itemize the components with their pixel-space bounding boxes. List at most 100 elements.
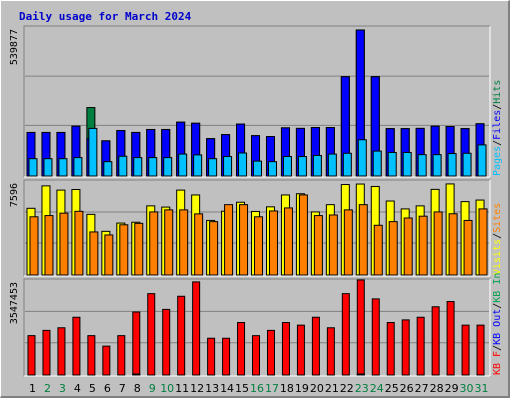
bar-kb-f: [386, 322, 395, 376]
bar-pages: [282, 156, 292, 177]
day-label: 27: [415, 382, 429, 395]
bar-pages: [238, 152, 248, 177]
bar-sites: [44, 215, 54, 276]
bar-sites: [89, 231, 99, 276]
day-label: 12: [190, 382, 204, 395]
day-label: 1: [29, 382, 36, 395]
legend-entry: /: [492, 104, 503, 110]
day-label: 17: [265, 382, 279, 395]
bar-kb-in: [132, 373, 141, 376]
bar-kb-f: [57, 327, 66, 376]
bar-sites: [119, 224, 129, 276]
bar-sites: [343, 209, 353, 276]
bar-pages: [402, 151, 412, 177]
day-label: 28: [430, 382, 444, 395]
bar-kb-f: [266, 329, 275, 376]
day-label: 5: [89, 382, 96, 395]
day-label: 24: [370, 382, 384, 395]
bar-kb-f: [416, 316, 425, 376]
day-label: 4: [74, 382, 81, 395]
bar-sites: [134, 222, 144, 276]
bar-sites: [298, 194, 308, 276]
legend-entry: Visits: [492, 239, 503, 275]
bar-pages: [163, 157, 173, 177]
bar-kb-f: [281, 322, 290, 376]
bar-sites: [254, 216, 264, 276]
day-label: 7: [119, 382, 126, 395]
bar-kb-f: [446, 301, 455, 376]
bar-sites: [224, 204, 234, 276]
panel-legend: Visits/Sites: [492, 203, 503, 275]
day-label: 23: [355, 382, 369, 395]
bar-pages: [43, 158, 53, 177]
day-label: 20: [310, 382, 324, 395]
bar-kb-f: [401, 319, 410, 376]
bar-sites: [463, 219, 473, 276]
legend-entry: KB Out: [492, 309, 503, 345]
day-label: 11: [175, 382, 189, 395]
panel-middle: 7596 Visits/Sites: [9, 179, 503, 277]
bar-kb-f: [341, 293, 350, 376]
bar-kb-f: [87, 335, 96, 376]
panel-legend: KB F/KB Out/KB In: [492, 273, 503, 375]
legend-entry: /: [492, 303, 503, 309]
bar-pages: [193, 154, 203, 177]
bar-pages: [297, 156, 307, 177]
day-label: 10: [160, 382, 174, 395]
day-label: 6: [104, 382, 111, 395]
bar-pages: [73, 157, 83, 177]
bar-sites: [433, 211, 443, 276]
day-label: 21: [325, 382, 339, 395]
day-label: 18: [280, 382, 294, 395]
y-max-label: 3547453: [9, 282, 20, 324]
bar-kb-f: [72, 316, 81, 376]
bar-pages: [417, 154, 427, 177]
legend-entry: /: [492, 233, 503, 239]
bar-sites: [418, 215, 428, 276]
bar-pages: [342, 152, 352, 177]
bar-kb-f: [102, 345, 111, 376]
bar-pages: [462, 152, 472, 177]
bar-kb-f: [42, 329, 51, 376]
bar-kb-in: [356, 373, 365, 376]
bar-sites: [388, 221, 398, 276]
bar-pages: [447, 153, 457, 177]
bar-sites: [104, 234, 114, 276]
chart-title: Daily usage for March 2024: [19, 10, 192, 23]
bar-pages: [432, 154, 442, 177]
bar-pages: [267, 161, 277, 177]
bar-pages: [253, 160, 263, 177]
day-label: 13: [205, 382, 219, 395]
bar-pages: [477, 144, 487, 177]
bar-sites: [313, 215, 323, 276]
legend-entry: /: [492, 140, 503, 146]
bar-sites: [478, 208, 488, 276]
day-label: 14: [220, 382, 234, 395]
bar-sites: [209, 221, 219, 276]
day-label: 19: [295, 382, 309, 395]
bar-pages: [88, 127, 98, 177]
bar-kb-f: [296, 324, 305, 376]
legend-entry: KB In: [492, 273, 503, 303]
bar-kb-f: [326, 327, 335, 376]
bar-pages: [372, 150, 382, 177]
bar-kb-f: [162, 308, 171, 376]
bar-sites: [164, 209, 174, 276]
bar-pages: [312, 154, 322, 177]
bar-sites: [239, 204, 249, 276]
bar-sites: [283, 207, 293, 276]
bar-kb-f: [192, 281, 201, 376]
day-label: 2: [44, 382, 51, 395]
bar-kb-f: [431, 306, 440, 376]
legend-entry: Files: [492, 110, 503, 140]
bar-kb-f: [117, 335, 126, 376]
bar-kb-f: [27, 335, 36, 376]
bar-kb-f: [252, 335, 261, 376]
day-label: 31: [475, 382, 489, 395]
bar-sites: [328, 214, 338, 276]
bar-pages: [28, 158, 38, 177]
day-label: 3: [59, 382, 66, 395]
